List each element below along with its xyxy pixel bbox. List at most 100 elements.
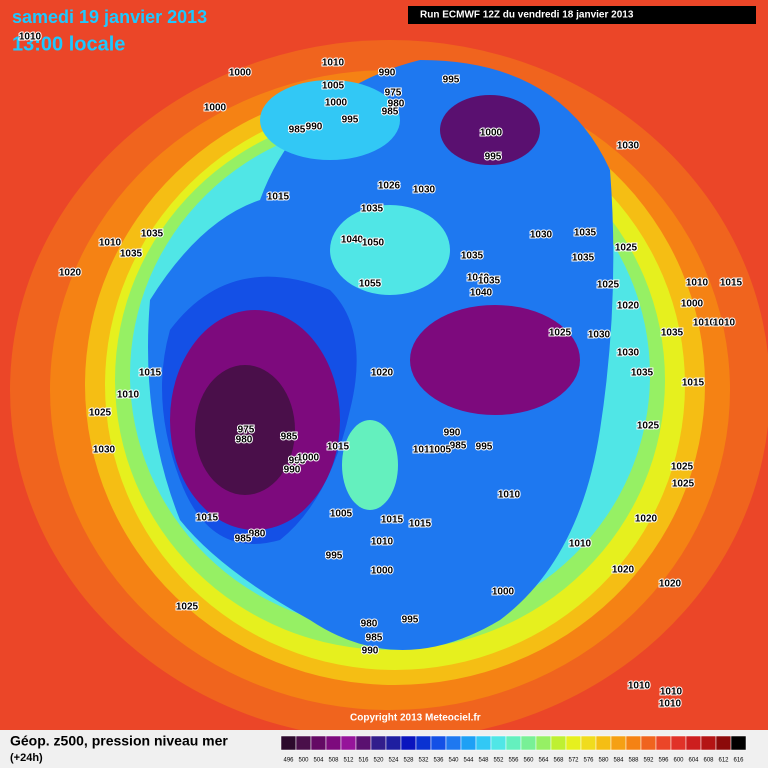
isobar-label: 985 <box>382 107 399 118</box>
isobar-label: 1000 <box>297 453 320 464</box>
colorbar-swatch <box>385 735 402 751</box>
isobar-label: 1040 <box>341 235 364 246</box>
isobar-label: 1010 <box>498 490 521 501</box>
isobar-label: 1015 <box>720 278 743 289</box>
colorbar-swatch <box>505 735 522 751</box>
isobar-label: 1035 <box>461 251 484 262</box>
isobar-label: 985 <box>366 633 383 644</box>
isobar-label: 1025 <box>671 462 694 473</box>
isobar-label: 1030 <box>413 185 436 196</box>
colorbar-swatch <box>490 735 507 751</box>
isobar-label: 1035 <box>361 204 384 215</box>
isobar-label: 995 <box>289 456 306 467</box>
colorbar-swatch <box>565 735 582 751</box>
colorbar-swatch <box>415 735 432 751</box>
isobar-label: 1010 <box>659 699 682 710</box>
isobar-label: 1025 <box>176 602 199 613</box>
field <box>260 80 400 160</box>
isobar-label: 985 <box>450 441 467 452</box>
isobar-label: 1026 <box>378 181 401 192</box>
isobar-label: 990 <box>362 646 379 657</box>
colorbar-swatch <box>700 735 717 751</box>
isobar-label: 1010 <box>713 318 736 329</box>
isobar-label: 1020 <box>612 565 635 576</box>
isobar-label: 995 <box>342 115 359 126</box>
isobar-label: 1015 <box>327 442 350 453</box>
colorbar-label: 584 <box>613 758 624 764</box>
isobar-label: 995 <box>485 152 502 163</box>
isobar-label: 1005 <box>330 509 353 520</box>
isobar-label: 1010 <box>686 278 709 289</box>
colorbar-label: 512 <box>343 758 354 764</box>
isobar-label: 1010 <box>99 238 122 249</box>
colorbar-label: 516 <box>358 758 369 764</box>
isobar-label: 1020 <box>59 268 82 279</box>
colorbar-label: 540 <box>448 758 459 764</box>
isobar-label: 990 <box>284 465 301 476</box>
colorbar-label: 556 <box>508 758 519 764</box>
colorbar-swatch <box>610 735 627 751</box>
colorbar-label: 608 <box>703 758 714 764</box>
isobar-label: 1000 <box>325 98 348 109</box>
isobar-label: 1050 <box>362 238 385 249</box>
isobar-label: 1035 <box>574 228 597 239</box>
colorbar-swatch <box>730 735 747 751</box>
isobar-label: 1030 <box>617 141 640 152</box>
isobar-label: 980 <box>236 435 253 446</box>
colorbar-swatch <box>310 735 327 751</box>
isobar-label: 1030 <box>93 445 116 456</box>
field <box>440 95 540 165</box>
run-box <box>408 6 756 24</box>
date: samedi 19 janvier 2013 <box>12 7 207 27</box>
colorbar-label: 552 <box>493 758 504 764</box>
field <box>342 420 398 510</box>
colorbar-swatch <box>535 735 552 751</box>
isobar-label: 1025 <box>89 408 112 419</box>
isobar-label: 1035 <box>478 276 501 287</box>
colorbar-label: 496 <box>283 758 294 764</box>
colorbar-label: 528 <box>403 758 414 764</box>
isobar-label: 1035 <box>631 368 654 379</box>
colorbar-swatch <box>460 735 477 751</box>
isobar-label: 1015 <box>409 519 432 530</box>
colorbar-label: 588 <box>628 758 639 764</box>
copyright: Copyright 2013 Meteociel.fr <box>350 713 481 724</box>
colorbar-label: 504 <box>313 758 324 764</box>
isobar-label: 1035 <box>120 249 143 260</box>
isobar-label: 1005 <box>322 81 345 92</box>
colorbar-swatch <box>625 735 642 751</box>
isobar-label: 1000 <box>681 299 704 310</box>
colorbar-swatch <box>685 735 702 751</box>
colorbar-swatch <box>475 735 492 751</box>
run: Run ECMWF 12Z du vendredi 18 janvier 201… <box>420 10 634 21</box>
isobar-label: 1035 <box>661 328 684 339</box>
colorbar-label: 580 <box>598 758 609 764</box>
isobar-label: 1030 <box>530 230 553 241</box>
isobar-label: 980 <box>249 529 266 540</box>
colorbar-label: 604 <box>688 758 699 764</box>
isobar-label: 985 <box>281 432 298 443</box>
isobar-label: 1010 <box>569 539 592 550</box>
isobar-label: 1040 <box>470 288 493 299</box>
isobar-label: 1000 <box>229 68 252 79</box>
isobar-label: 1010 <box>413 445 436 456</box>
isobar-label: 995 <box>402 615 419 626</box>
colorbar-swatch <box>595 735 612 751</box>
lead: (+24h) <box>10 752 43 764</box>
colorbar-swatch <box>280 735 297 751</box>
colorbar-swatch <box>370 735 387 751</box>
isobar-label: 1015 <box>381 515 404 526</box>
colorbar-label: 544 <box>463 758 474 764</box>
colorbar-swatch <box>295 735 312 751</box>
isobar-label: 1010 <box>19 32 42 43</box>
colorbar-label: 612 <box>718 758 729 764</box>
isobar-label: 1010 <box>628 681 651 692</box>
isobar-label: 1000 <box>204 103 227 114</box>
isobar-label: 1025 <box>637 421 660 432</box>
isobar-label: 980 <box>388 99 405 110</box>
isobar-label: 1035 <box>141 229 164 240</box>
isobar-label: 990 <box>379 68 396 79</box>
time: 13:00 locale <box>12 33 125 55</box>
